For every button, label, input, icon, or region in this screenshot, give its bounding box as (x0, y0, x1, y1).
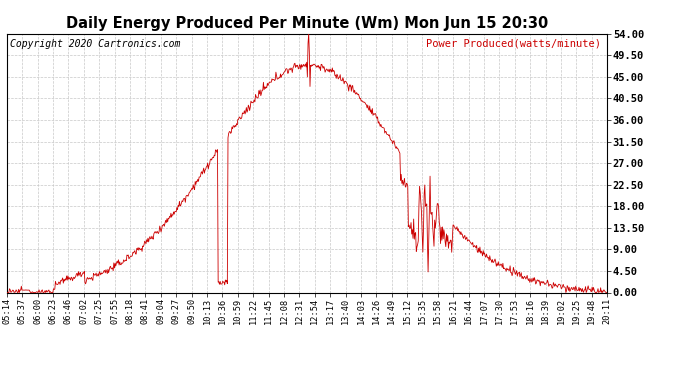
Text: Power Produced(watts/minute): Power Produced(watts/minute) (426, 39, 601, 49)
Text: Copyright 2020 Cartronics.com: Copyright 2020 Cartronics.com (10, 39, 180, 49)
Title: Daily Energy Produced Per Minute (Wm) Mon Jun 15 20:30: Daily Energy Produced Per Minute (Wm) Mo… (66, 16, 548, 31)
